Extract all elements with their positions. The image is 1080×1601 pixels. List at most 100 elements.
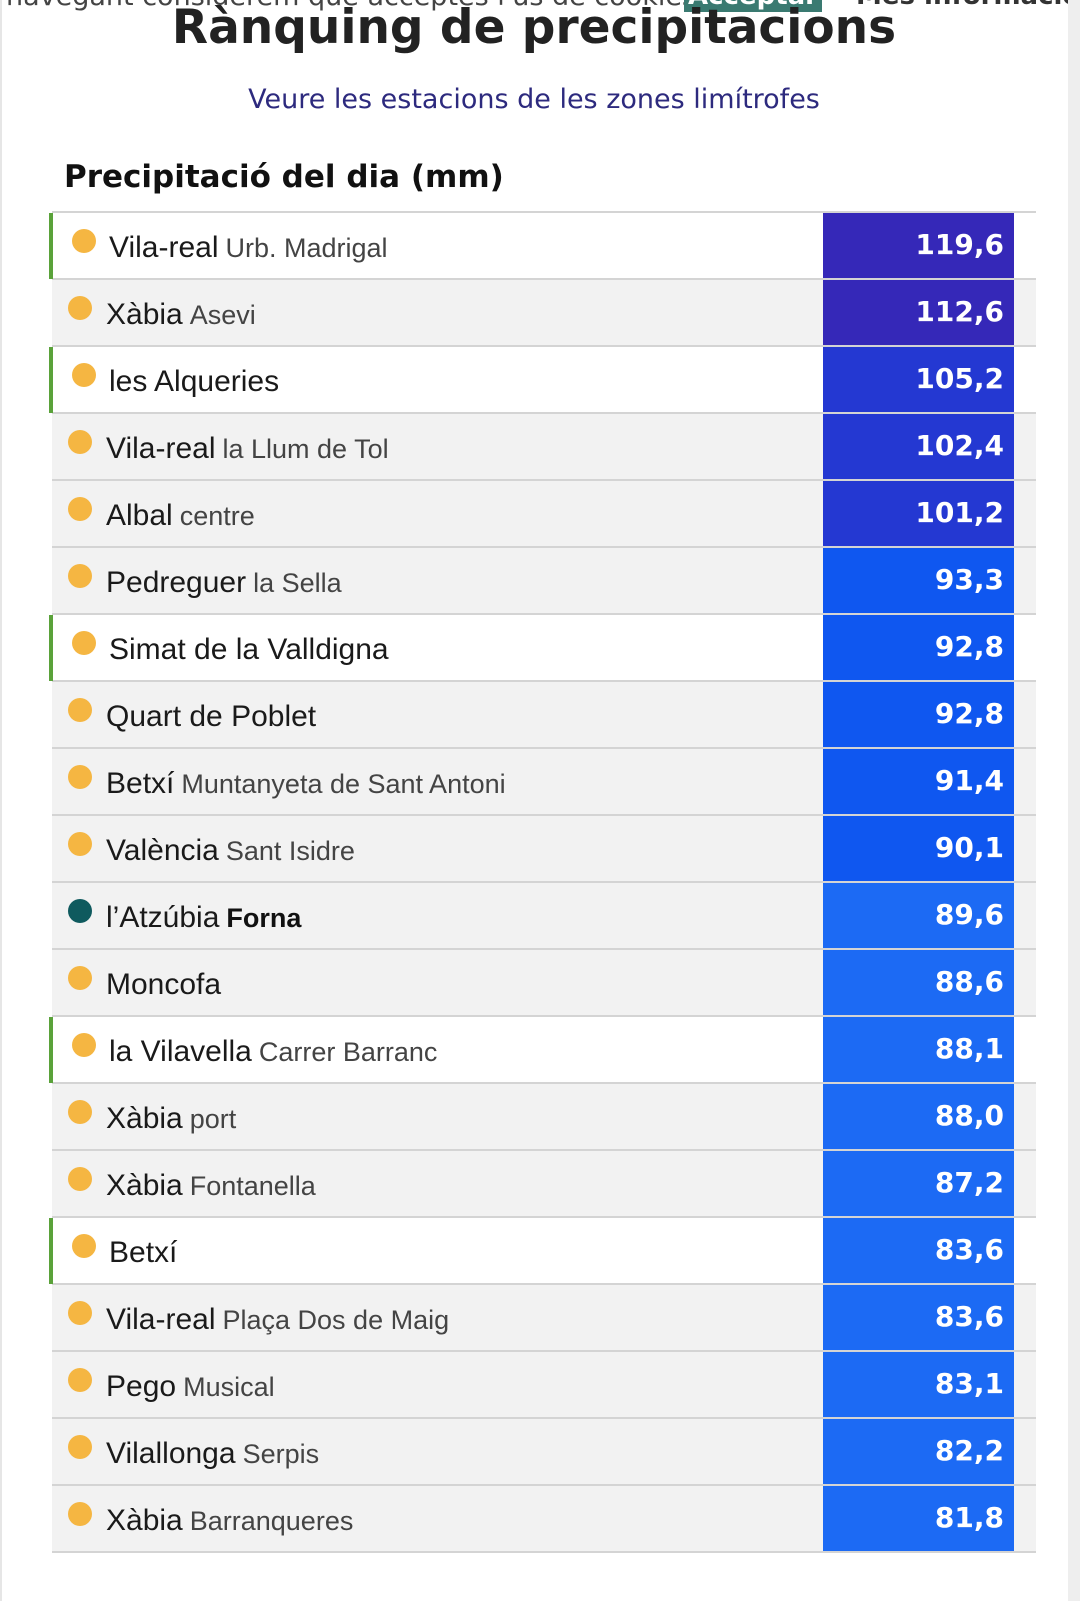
precipitation-value: 92,8 [823,682,1014,747]
ranking-row[interactable]: la Vilavella Carrer Barranc 88,1 [49,1017,1036,1084]
station-dot-yellow-icon [68,296,92,320]
station-dot-yellow-icon [68,1301,92,1325]
station-name: la Vilavella Carrer Barranc [109,1017,437,1082]
precipitation-value: 102,4 [823,414,1014,479]
neighbor-stations-link[interactable]: Veure les estacions de les zones limítro… [248,84,820,115]
ranking-row[interactable]: Vila-real la Llum de Tol 102,4 [52,414,1036,481]
precipitation-value: 93,3 [823,548,1014,613]
station-name: Xàbia Barranqueres [106,1486,353,1551]
station-dot-teal-icon [68,899,92,923]
ranking-row[interactable]: Betxí Muntanyeta de Sant Antoni 91,4 [52,749,1036,816]
ranking-row[interactable]: Xàbia port 88,0 [52,1084,1036,1151]
ranking-row[interactable]: Xàbia Fontanella 87,2 [52,1151,1036,1218]
station-town: Pedreguer [106,566,247,599]
station-location: Serpis [242,1439,320,1469]
station-town: Betxí [109,1236,178,1269]
ranking-row[interactable]: Betxí 83,6 [49,1218,1036,1285]
section-title: Precipitació del dia (mm) [64,159,504,195]
station-dot-yellow-icon [68,1100,92,1124]
station-dot-yellow-icon [68,698,92,722]
ranking-row[interactable]: València Sant Isidre 90,1 [52,816,1036,883]
station-dot-yellow-icon [68,1502,92,1526]
precipitation-value: 119,6 [823,213,1014,278]
precipitation-value: 83,1 [823,1352,1014,1417]
station-town: l’Atzúbia [106,901,220,934]
station-name: Vilallonga Serpis [106,1419,319,1484]
ranking-row[interactable]: Simat de la Valldigna 92,8 [49,615,1036,682]
station-location: centre [179,501,255,531]
ranking-row[interactable]: Pego Musical 83,1 [52,1352,1036,1419]
station-dot-yellow-icon [68,1435,92,1459]
precipitation-value: 92,8 [823,615,1014,680]
precipitation-value: 88,1 [823,1017,1014,1082]
station-dot-yellow-icon [68,966,92,990]
precipitation-value: 112,6 [823,280,1014,345]
station-town: Simat de la Valldigna [109,633,389,666]
station-town: Moncofa [106,968,222,1001]
station-town: Xàbia [106,298,183,331]
station-location: Plaça Dos de Maig [222,1305,450,1335]
station-name: Betxí [109,1218,177,1283]
precipitation-value: 90,1 [823,816,1014,881]
station-name: Xàbia Asevi [106,280,256,345]
station-town: les Alqueries [109,365,280,398]
station-location: la Llum de Tol [222,434,389,464]
station-name: Xàbia Fontanella [106,1151,316,1216]
ranking-row[interactable]: Vila-real Urb. Madrigal 119,6 [49,213,1036,280]
station-dot-yellow-icon [68,1167,92,1191]
ranking-table: Vila-real Urb. Madrigal 119,6 Xàbia Asevi 112… [49,211,1036,1553]
ranking-row[interactable]: Pedreguer la Sella 93,3 [52,548,1036,615]
station-town: Xàbia [106,1169,183,1202]
station-dot-yellow-icon [68,765,92,789]
station-town: Quart de Poblet [106,700,317,733]
station-town: Xàbia [106,1102,183,1135]
station-dot-yellow-icon [68,832,92,856]
station-location: Asevi [189,300,256,330]
title-clip: Rànquing de precipitacions [0,0,1068,56]
ranking-row[interactable]: les Alqueries 105,2 [49,347,1036,414]
station-town: Vila-real [106,432,216,465]
station-location: Barranqueres [189,1506,354,1536]
precipitation-value: 82,2 [823,1419,1014,1484]
station-dot-yellow-icon [68,497,92,521]
cookie-accept-button[interactable]: Acceptar [684,0,822,12]
station-location: Musical [183,1372,275,1402]
station-name: Vila-real Plaça Dos de Maig [106,1285,449,1350]
ranking-row[interactable]: Vila-real Plaça Dos de Maig 83,6 [52,1285,1036,1352]
station-name: Vila-real la Llum de Tol [106,414,389,479]
precipitation-value: 89,6 [823,883,1014,948]
station-name: València Sant Isidre [106,816,355,881]
precipitation-value: 91,4 [823,749,1014,814]
ranking-row[interactable]: Xàbia Asevi 112,6 [52,280,1036,347]
precipitation-value: 101,2 [823,481,1014,546]
station-town: Vilallonga [106,1437,236,1470]
station-town: València [106,834,219,867]
cookie-banner: navegant considerem que acceptes l'ús de… [0,0,1068,12]
station-town: la Vilavella [109,1035,252,1068]
station-location: Urb. Madrigal [225,233,388,263]
station-town: Albal [106,499,173,532]
precipitation-value: 81,8 [823,1486,1014,1551]
station-dot-yellow-icon [68,1368,92,1392]
station-name: Xàbia port [106,1084,236,1149]
station-location: Forna [226,903,302,933]
ranking-row[interactable]: Moncofa 88,6 [52,950,1036,1017]
station-name: Simat de la Valldigna [109,615,389,680]
station-location: Carrer Barranc [258,1037,438,1067]
station-dot-yellow-icon [72,631,96,655]
page-title: Rànquing de precipitacions [171,0,897,55]
ranking-row[interactable]: Quart de Poblet 92,8 [52,682,1036,749]
ranking-row[interactable]: Vilallonga Serpis 82,2 [52,1419,1036,1486]
precipitation-value: 87,2 [823,1151,1014,1216]
station-town: Betxí [106,767,175,800]
station-town: Vila-real [109,231,219,264]
cookie-text: navegant considerem que acceptes l'ús de… [6,0,705,12]
precipitation-value: 88,0 [823,1084,1014,1149]
ranking-row[interactable]: l’Atzúbia Forna 89,6 [52,883,1036,950]
station-town: Pego [106,1370,177,1403]
ranking-row[interactable]: Albal centre 101,2 [52,481,1036,548]
station-name: Vila-real Urb. Madrigal [109,213,388,278]
cookie-more-info-link[interactable]: Més informació [856,0,1068,11]
precipitation-value: 105,2 [823,347,1014,412]
ranking-row[interactable]: Xàbia Barranqueres 81,8 [52,1486,1036,1553]
